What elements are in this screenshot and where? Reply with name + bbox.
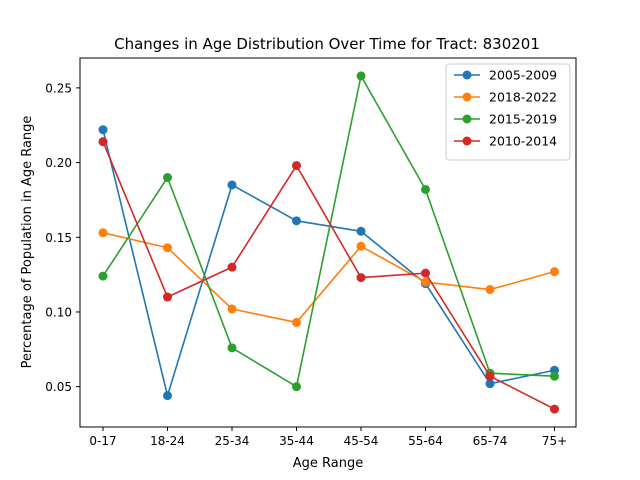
x-tick-label: 45-54 (344, 434, 379, 448)
data-point (163, 391, 172, 401)
legend-item: 2018-2022 (454, 90, 557, 105)
series-line (102, 75, 555, 388)
legend-item: 2005-2009 (454, 68, 557, 83)
legend-marker (462, 92, 472, 102)
data-point (163, 243, 172, 253)
legend-marker (462, 114, 472, 124)
y-tick-label: 0.05 (45, 380, 72, 394)
x-tick-label: 35-44 (279, 434, 314, 448)
y-tick-label: 0.25 (45, 81, 72, 95)
data-point (163, 173, 172, 183)
data-point (292, 382, 301, 392)
data-point (227, 304, 237, 314)
legend-label: 2015-2019 (489, 112, 557, 127)
data-point (485, 379, 495, 389)
data-point (421, 184, 430, 194)
data-point (421, 268, 430, 278)
series-2005-2009 (98, 125, 559, 401)
legend-item: 2010-2014 (454, 134, 557, 149)
data-point (485, 285, 495, 295)
data-point (98, 228, 108, 238)
y-tick-label: 0.20 (45, 156, 72, 170)
chart-title: Changes in Age Distribution Over Time fo… (114, 35, 540, 53)
series-2018-2022 (98, 228, 559, 327)
series-line (102, 232, 555, 324)
legend-marker (462, 70, 472, 80)
y-axis-label: Percentage of Population in Age Range (20, 116, 35, 369)
legend-label: 2018-2022 (489, 90, 557, 105)
series-layer (98, 71, 559, 414)
data-point (227, 180, 237, 190)
legend-label: 2010-2014 (489, 134, 557, 149)
data-point (550, 371, 559, 381)
data-point (292, 161, 301, 171)
x-tick-label: 0-17 (89, 434, 116, 448)
x-tick-label: 25-34 (215, 434, 250, 448)
data-point (163, 292, 172, 302)
data-point (485, 371, 495, 381)
data-point (292, 216, 301, 226)
legend-label: 2005-2009 (489, 68, 557, 83)
x-axis-label: Age Range (293, 456, 363, 471)
data-point (98, 271, 108, 281)
data-point (356, 71, 366, 81)
y-tick-label: 0.15 (45, 231, 72, 245)
data-point (421, 277, 430, 287)
data-point (227, 343, 237, 353)
data-point (356, 226, 366, 236)
series-line (102, 129, 555, 397)
data-point (227, 262, 237, 272)
data-point (550, 267, 559, 277)
x-tick-label: 65-74 (473, 434, 508, 448)
legend-marker (462, 136, 472, 146)
x-tick-label: 18-24 (150, 434, 185, 448)
data-point (356, 273, 366, 283)
data-point (550, 404, 559, 414)
x-tick-label: 55-64 (408, 434, 443, 448)
data-point (356, 241, 366, 251)
data-point (292, 317, 301, 327)
x-tick-label: 75+ (542, 434, 567, 448)
data-point (98, 125, 108, 135)
legend-item: 2015-2019 (454, 112, 557, 127)
x-axis: 0-17 18-24 25-34 35-44 45-54 55-64 65-74 75+ (89, 427, 567, 448)
legend-box (445, 63, 571, 161)
y-axis: 0.05 0.10 0.15 0.20 0.25 (45, 81, 80, 394)
plot-area-frame (79, 57, 577, 428)
legend: 2005-2009 2018-2022 2015-2019 2010-2014 (445, 63, 571, 161)
series-2010-2014 (98, 137, 559, 414)
y-tick-label: 0.10 (45, 305, 72, 319)
data-point (98, 137, 108, 147)
series-line (102, 141, 555, 410)
